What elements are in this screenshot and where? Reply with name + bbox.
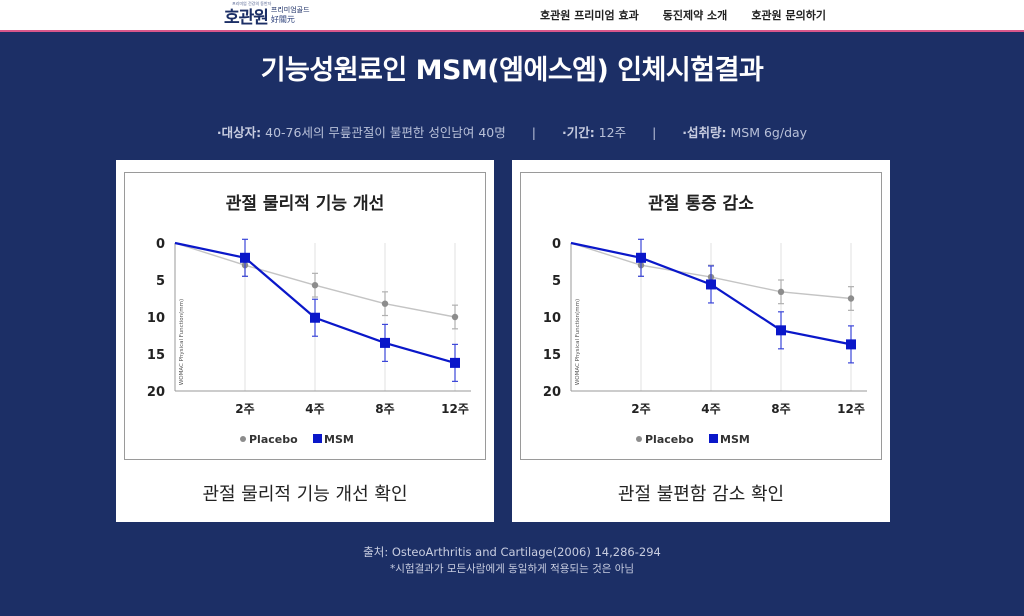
chart-frame: 관절 물리적 기능 개선 0 5 10 15 20 2주 4주 8주 12주 WOMAC Phys… [124,172,486,460]
y-tick-label: 0 [156,237,165,252]
data-point-msm [240,252,250,263]
y-axis-label: WOMAC Physical Function(mm) [575,299,581,385]
logo-side: 프리미엄골드 好關元 [271,6,310,24]
data-point-msm [706,279,716,290]
period-value: 12주 [594,125,627,140]
separator: | [531,125,536,140]
data-point-msm [636,252,646,263]
chart-caption: 관절 물리적 기능 개선 확인 [202,484,408,505]
x-tick-label: 8주 [771,402,790,416]
chart-card-pain-reduction: 관절 통증 감소 0 5 10 15 20 2주 4주 8주 12주 WOMAC Physical… [512,160,890,522]
nav-link-contact[interactable]: 호관원 문의하기 [751,9,826,22]
trial-info: ·대상자: 40-76세의 무릎관절이 불편한 성인남여 40명 | ·기간: … [0,122,1024,141]
data-point-msm [310,312,320,323]
top-navigation-bar: 프리미엄 건강의 동반자 호관원 프리미엄골드 好關元 호관원 프리미엄 효과 … [0,0,1024,32]
footer: 출처: OsteoArthritis and Cartilage(2006) 1… [0,544,1024,578]
legend-marker-placebo [240,436,246,442]
logo-main-text: 호관원 [224,7,269,28]
disclaimer-note: *시험결과가 모든사람에게 동일하게 적용되는 것은 아님 [389,563,635,575]
data-point-placebo [847,295,855,302]
y-tick-label: 15 [543,348,561,363]
legend-marker-msm [313,434,322,443]
line-chart: 0 5 10 15 20 2주 4주 8주 12주 WOMAC Physical Function… [147,237,471,446]
chart-title: 관절 통증 감소 [648,194,754,214]
line-chart: 0 5 10 15 20 2주 4주 8주 12주 WOMAC Physical Function… [543,237,867,446]
y-tick-label: 5 [552,274,561,289]
legend-label-placebo: Placebo [249,433,298,446]
data-point-placebo [311,281,319,289]
subject-label: ·대상자: [216,125,262,140]
legend-marker-placebo [636,436,642,442]
brand-logo[interactable]: 프리미엄 건강의 동반자 호관원 프리미엄골드 好關元 [224,1,310,28]
x-tick-label: 2주 [235,402,254,416]
x-tick-label: 2주 [631,402,650,416]
nav-link-premium-effect[interactable]: 호관원 프리미엄 효과 [540,9,639,22]
legend-label-msm: MSM [720,433,750,446]
intake-label: ·섭취량: [682,125,727,140]
data-point-placebo [451,313,459,321]
x-tick-label: 4주 [305,402,324,416]
legend-label-placebo: Placebo [645,433,694,446]
y-tick-label: 5 [156,274,165,289]
x-tick-label: 8주 [375,402,394,416]
logo-side-hanja: 好關元 [270,15,295,24]
subject-value: 40-76세의 무릎관절이 불편한 성인남여 40명 [261,125,506,140]
period-label: ·기간: [561,125,595,140]
y-tick-label: 20 [543,385,561,400]
x-tick-label: 12주 [441,402,469,416]
legend-marker-msm [709,434,718,443]
legend-label-msm: MSM [324,433,354,446]
y-tick-label: 10 [147,311,165,326]
x-tick-label: 12주 [837,402,865,416]
y-axis-label: WOMAC Physical Function(mm) [179,299,185,385]
y-tick-label: 20 [147,385,165,400]
page-title: 기능성원료인 MSM(엠에스엠) 인체시험결과 [260,55,764,86]
chart-frame: 관절 통증 감소 0 5 10 15 20 2주 4주 8주 12주 WOMAC Physical… [520,172,882,460]
intake-value: MSM 6g/day [726,125,808,140]
data-point-placebo [381,300,389,307]
nav-link-company-intro[interactable]: 동진제약 소개 [662,9,728,22]
chart-caption: 관절 불편함 감소 확인 [617,484,785,505]
logo-side-top: 프리미엄골드 [270,6,310,14]
source-citation: 출처: OsteoArthritis and Cartilage(2006) 1… [363,545,661,559]
logo-tagline: 프리미엄 건강의 동반자 [232,1,272,6]
chart-card-physical-function: 관절 물리적 기능 개선 0 5 10 15 20 2주 4주 8주 12주 WOMAC Phys… [116,160,494,522]
x-tick-label: 4주 [701,402,720,416]
main-nav: 호관원 프리미엄 효과 동진제약 소개 호관원 문의하기 [540,0,826,30]
separator: | [652,125,657,140]
data-point-msm [380,337,390,348]
data-point-msm [776,325,786,336]
data-point-msm [846,339,856,350]
data-point-placebo [777,288,785,296]
data-point-msm [450,357,460,368]
chart-title: 관절 물리적 기능 개선 [225,194,385,214]
y-tick-label: 15 [147,348,165,363]
y-tick-label: 10 [543,311,561,326]
y-tick-label: 0 [552,237,561,252]
